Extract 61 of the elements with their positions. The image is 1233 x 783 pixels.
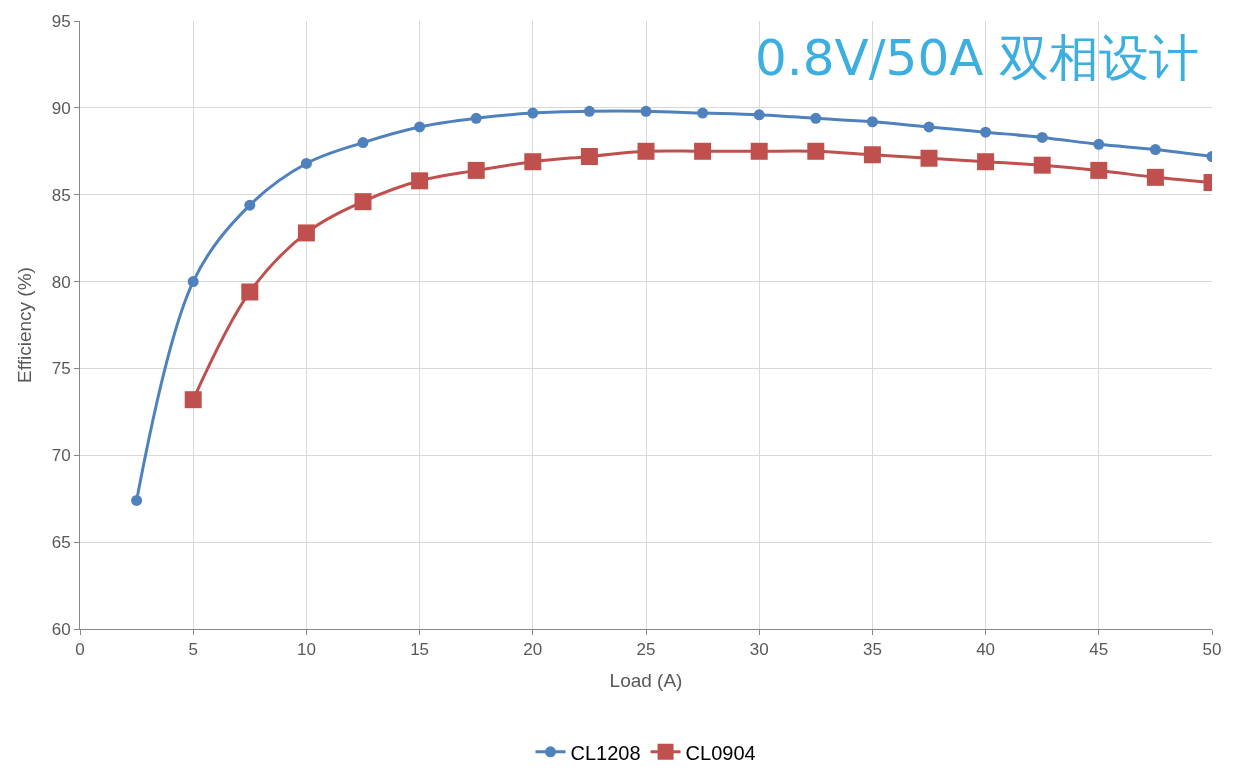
legend-label: CL0904 [685, 741, 756, 764]
point [467, 161, 485, 179]
point [980, 126, 992, 138]
point [750, 142, 768, 160]
point [580, 148, 598, 165]
x-tick-label: 50 [1202, 640, 1222, 660]
point [131, 494, 143, 506]
point [184, 391, 202, 409]
point [414, 121, 426, 133]
point [357, 137, 369, 149]
point [694, 142, 712, 160]
point [920, 149, 938, 167]
point [411, 172, 429, 190]
x-tick-label: 5 [188, 640, 198, 660]
point [470, 112, 482, 124]
point [753, 109, 765, 121]
point [300, 157, 312, 169]
point [923, 121, 935, 133]
point [1090, 161, 1108, 179]
point [1036, 131, 1048, 143]
point [640, 105, 652, 117]
x-tick-label: 45 [1089, 640, 1109, 660]
x-tick-label: 15 [410, 640, 430, 660]
point [807, 142, 825, 160]
point [637, 142, 655, 160]
point [1149, 144, 1161, 156]
point [354, 193, 372, 211]
y-axis-title: Efficiency (%) [13, 267, 35, 383]
point [863, 146, 881, 164]
point [810, 112, 822, 124]
x-axis-title: Load (A) [609, 670, 683, 692]
y-tick-label: 90 [51, 98, 71, 118]
y-tick-label: 70 [51, 446, 71, 466]
x-tick-label: 0 [75, 640, 85, 660]
point [187, 276, 199, 288]
point [524, 153, 542, 171]
y-tick-label: 85 [51, 185, 71, 205]
chart-title: 0.8V/50A 双相设计 [755, 29, 1200, 87]
legend-label: CL1208 [570, 741, 641, 764]
point [527, 107, 539, 119]
x-tick-label: 40 [976, 640, 996, 660]
point [244, 199, 256, 211]
y-tick-label: 60 [51, 619, 71, 639]
point [977, 153, 995, 171]
y-tick-label: 65 [51, 533, 71, 553]
y-tick-label: 80 [51, 272, 71, 292]
x-tick-label: 20 [523, 640, 543, 660]
point [1093, 138, 1105, 150]
point [583, 105, 595, 117]
x-tick-label: 35 [862, 640, 882, 660]
point [241, 283, 259, 301]
point [1146, 168, 1164, 186]
y-tick-label: 95 [51, 11, 71, 31]
y-tick-label: 75 [51, 359, 71, 379]
x-tick-label: 30 [749, 640, 769, 660]
point [297, 224, 315, 242]
point [1033, 156, 1051, 174]
point [697, 107, 709, 119]
x-tick-label: 10 [296, 640, 316, 660]
x-tick-label: 25 [636, 640, 656, 660]
point [866, 116, 878, 128]
